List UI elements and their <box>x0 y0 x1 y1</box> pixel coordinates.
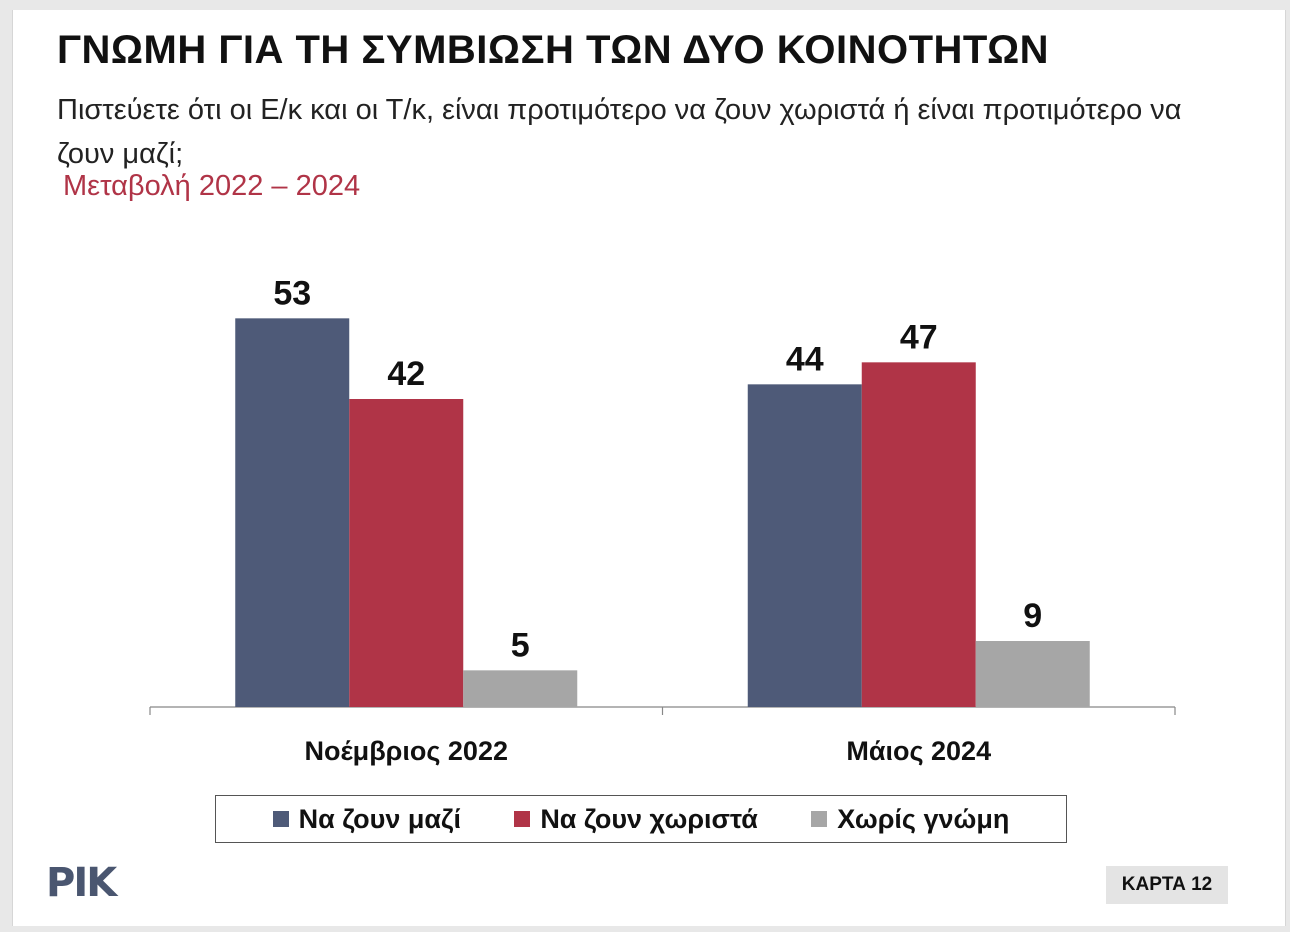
data-label: 42 <box>387 355 425 393</box>
data-label: 44 <box>786 340 824 378</box>
legend-item-together: Να ζουν μαζί <box>272 803 461 835</box>
legend-label-separately: Να ζουν χωριστά <box>540 803 758 834</box>
page-title: ΓΝΩΜΗ ΓΙΑ ΤΗ ΣΥΜΒΙΩΣΗ ΤΩΝ ΔΥΟ ΚΟΙΝΟΤΗΤΩΝ <box>57 28 1050 72</box>
legend-item-no-opinion: Χωρίς γνώμη <box>811 804 1009 835</box>
legend-swatch-together <box>272 811 289 827</box>
legend-swatch-separately <box>514 811 531 827</box>
bar-together <box>235 318 350 707</box>
legend-label-no-opinion: Χωρίς γνώμη <box>837 803 1010 834</box>
data-label: 9 <box>1023 597 1042 635</box>
x-tick-label: Μάιος 2024 <box>846 736 991 766</box>
chart-legend: Να ζουν μαζί Να ζουν χωριστά Χωρίς γνώμη <box>215 795 1067 843</box>
rik-logo: ΡΙΚ <box>46 860 117 906</box>
data-label: 47 <box>900 318 938 356</box>
legend-label-together: Να ζουν μαζί <box>298 803 461 834</box>
x-tick-label: Νοέμβριος 2022 <box>305 736 508 766</box>
card-badge: ΚΑΡΤΑ 12 <box>1106 866 1228 904</box>
legend-item-separately: Να ζουν χωριστά <box>514 804 758 835</box>
data-label: 53 <box>273 274 311 312</box>
slide: ΓΝΩΜΗ ΓΙΑ ΤΗ ΣΥΜΒΙΩΣΗ ΤΩΝ ΔΥΟ ΚΟΙΝΟΤΗΤΩΝ… <box>12 10 1286 926</box>
legend-swatch-no-opinion <box>811 811 828 827</box>
chart-subtitle: Μεταβολή 2022 – 2024 <box>63 170 361 202</box>
data-label: 5 <box>511 626 530 664</box>
bar-separately <box>861 362 976 707</box>
bar-no-opinion <box>975 641 1090 707</box>
bar-chart: 53 42 5 Νοέμβριος 2022 44 47 9 Μάιος 2024 <box>149 274 1176 766</box>
bar-no-opinion <box>463 670 578 707</box>
question-text: Πιστεύετε ότι οι Ε/κ και οι Τ/κ, είναι π… <box>57 94 1182 170</box>
bar-separately <box>349 399 464 707</box>
bar-together <box>747 384 862 707</box>
